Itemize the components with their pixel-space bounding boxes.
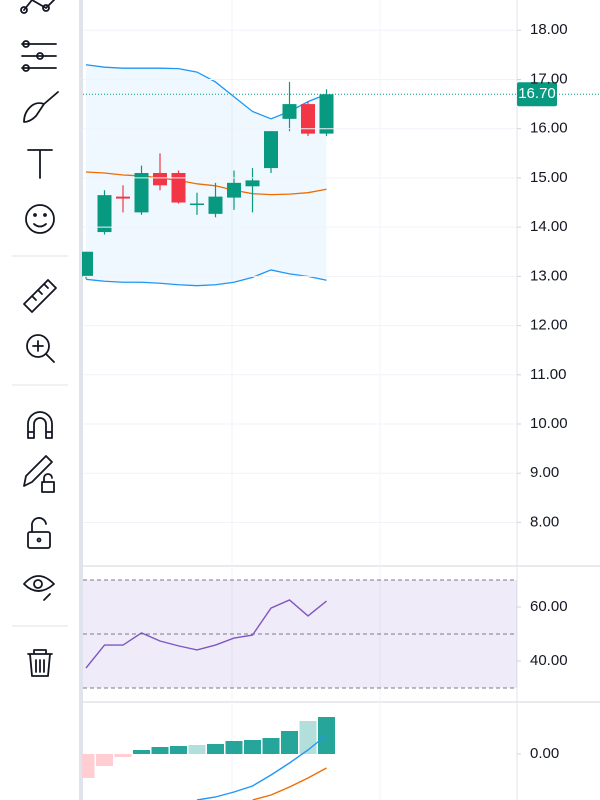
y-tick-label: 8.00 bbox=[530, 513, 559, 530]
delete-tool[interactable] bbox=[27, 649, 53, 677]
candle-body bbox=[134, 172, 149, 213]
y-tick-label: 16.00 bbox=[530, 120, 568, 137]
candle-body bbox=[171, 172, 186, 203]
histogram-bar bbox=[170, 746, 187, 754]
candle-body bbox=[282, 104, 297, 119]
candle-body bbox=[190, 203, 204, 206]
histogram-bar bbox=[114, 754, 132, 757]
toolbar bbox=[0, 0, 83, 800]
lock-drawings-tool[interactable] bbox=[23, 455, 55, 493]
histogram-bar bbox=[133, 750, 150, 754]
y-tick-label: 15.00 bbox=[530, 169, 568, 186]
candle-body bbox=[97, 195, 112, 233]
histogram-bar bbox=[82, 754, 95, 778]
text-tool[interactable] bbox=[27, 149, 53, 179]
y-tick-label: 11.00 bbox=[530, 366, 566, 383]
candle-body bbox=[208, 196, 223, 214]
histogram-bar bbox=[188, 745, 206, 754]
fib-tool[interactable] bbox=[21, 40, 57, 72]
histogram-bar bbox=[151, 747, 169, 754]
y-tick-label: 14.00 bbox=[530, 218, 568, 235]
histogram-bar bbox=[207, 744, 224, 754]
candle-body bbox=[153, 172, 167, 186]
path-tool[interactable] bbox=[20, 0, 55, 14]
y-tick-label: 17.00 bbox=[530, 70, 568, 87]
brush-tool[interactable] bbox=[23, 91, 59, 123]
band-fill bbox=[86, 64, 327, 286]
y-tick-label: 13.00 bbox=[530, 267, 568, 284]
histogram-bar bbox=[299, 721, 317, 754]
time-grid bbox=[231, 0, 381, 800]
indicator-line bbox=[196, 734, 327, 800]
candle-body bbox=[264, 131, 278, 169]
candle-body bbox=[227, 182, 241, 198]
indicator-line bbox=[85, 171, 327, 196]
y-tick-label: 9.00 bbox=[530, 464, 559, 481]
histogram-bar bbox=[262, 738, 280, 754]
magnet-tool[interactable] bbox=[27, 411, 53, 439]
emoji-tool[interactable] bbox=[25, 204, 55, 234]
y-tick-label: 18.00 bbox=[530, 21, 568, 38]
indicator-line bbox=[252, 767, 327, 800]
price-badge bbox=[517, 82, 557, 107]
zoom-tool[interactable] bbox=[26, 334, 55, 363]
candle-body bbox=[116, 196, 130, 199]
histogram-bar bbox=[225, 741, 243, 754]
y-tick-label: 60.00 bbox=[530, 598, 568, 615]
ruler-tool[interactable] bbox=[23, 279, 57, 313]
candle-body bbox=[82, 251, 93, 277]
lock-tool[interactable] bbox=[27, 517, 51, 549]
macd-pane bbox=[82, 717, 335, 800]
price-badge-label: 16.70 bbox=[518, 85, 556, 102]
candle-body bbox=[319, 94, 334, 134]
y-tick-label: 40.00 bbox=[530, 652, 568, 669]
histogram-bar bbox=[244, 740, 261, 754]
y-tick-label: 10.00 bbox=[530, 415, 568, 432]
indicator-line bbox=[85, 599, 327, 669]
y-tick-label: 12.00 bbox=[530, 317, 568, 334]
price-pane bbox=[82, 29, 517, 523]
candle-body bbox=[301, 104, 315, 134]
histogram-bar bbox=[96, 754, 113, 766]
candle-body bbox=[245, 180, 260, 187]
histogram-bar bbox=[281, 731, 298, 754]
price-axes: 16.70 18.00 17.00 16.00 15.00 14.00 13.00 12.00… bbox=[517, 21, 600, 762]
rsi-pane bbox=[83, 579, 517, 689]
visibility-tool[interactable] bbox=[23, 575, 55, 601]
indicator-line bbox=[85, 269, 327, 287]
y-tick-label: 0.00 bbox=[530, 745, 559, 762]
